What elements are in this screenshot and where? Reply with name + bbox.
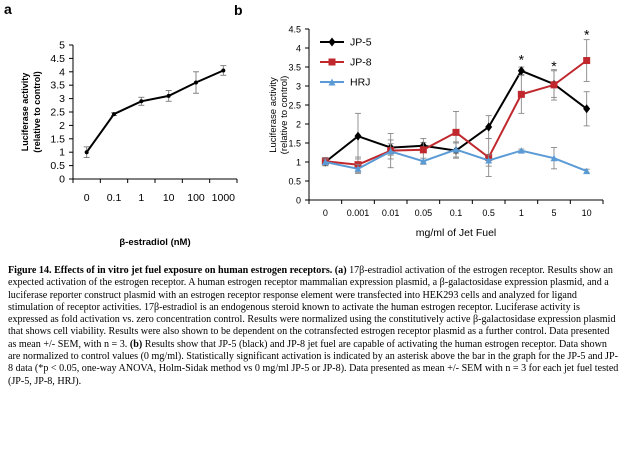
y-tick-label: 4 bbox=[59, 66, 65, 78]
x-tick-label: 1 bbox=[519, 208, 524, 218]
y-tick-label: 0 bbox=[59, 174, 65, 186]
data-point-HRJ bbox=[387, 147, 395, 155]
x-tick-label: 5 bbox=[551, 208, 556, 218]
caption-title: Figure 14. Effects of in vitro jet fuel … bbox=[8, 265, 347, 276]
y-tick-label: 1.5 bbox=[50, 133, 65, 145]
x-tick-label: 1 bbox=[138, 192, 144, 204]
data-point-JP-5 bbox=[517, 66, 525, 76]
data-point bbox=[166, 93, 171, 98]
y-tick-label: 5 bbox=[59, 40, 65, 52]
caption-b-label: (b) bbox=[127, 338, 143, 350]
significance-asterisk: * bbox=[551, 58, 557, 74]
data-point-HRJ bbox=[419, 157, 427, 165]
panel-label-a: a bbox=[4, 1, 12, 17]
legend-marker bbox=[328, 78, 336, 86]
y-tick-label: 3 bbox=[296, 82, 301, 92]
y-tick-label: 1 bbox=[59, 147, 65, 159]
data-point-HRJ bbox=[485, 156, 493, 164]
legend-label-HRJ: HRJ bbox=[350, 77, 370, 89]
legend-label-JP-5: JP-5 bbox=[350, 37, 372, 49]
legend-marker bbox=[328, 37, 336, 47]
significance-asterisk: * bbox=[519, 52, 525, 68]
y-axis-title: Luciferase activity bbox=[20, 73, 30, 152]
x-tick-label: 0.1 bbox=[450, 208, 463, 218]
data-point bbox=[221, 68, 226, 73]
data-point-HRJ bbox=[321, 158, 329, 165]
data-point bbox=[139, 99, 144, 104]
y-tick-label: 2.5 bbox=[50, 107, 65, 119]
data-point-JP-8 bbox=[452, 128, 460, 136]
x-tick-label: 10 bbox=[163, 192, 175, 204]
x-tick-label: 1000 bbox=[212, 192, 236, 204]
y-tick-label: 2 bbox=[59, 120, 65, 132]
y-axis-title: (relative to control) bbox=[279, 76, 290, 155]
figure-14-charts: a00.511.522.533.544.550 0.1 1 10 100 1000β-es… bbox=[4, 1, 604, 248]
y-tick-label: 0.5 bbox=[288, 177, 301, 187]
y-tick-label: 4 bbox=[296, 44, 301, 54]
y-tick-label: 3.5 bbox=[50, 80, 65, 92]
y-tick-label: 4.5 bbox=[50, 53, 65, 65]
caption-part-b: Results show that JP-5 (black) and JP-8 … bbox=[8, 338, 619, 387]
data-point-JP-8 bbox=[517, 90, 525, 98]
x-axis-title: mg/ml of Jet Fuel bbox=[416, 227, 497, 239]
caption-part-a: 17β-estradiol activation of the estrogen… bbox=[8, 265, 616, 350]
y-tick-label: 3.5 bbox=[288, 63, 301, 73]
legend-marker bbox=[328, 58, 336, 66]
data-point bbox=[112, 112, 116, 117]
series-line-β-estradiol bbox=[85, 69, 224, 153]
data-point-JP-8 bbox=[419, 146, 427, 154]
x-tick-label: 100 bbox=[187, 192, 205, 204]
data-point-JP-5 bbox=[485, 122, 493, 132]
y-tick-label: 0.5 bbox=[50, 160, 65, 172]
data-point-JP-5 bbox=[354, 131, 362, 141]
y-tick-label: 1.5 bbox=[288, 139, 301, 149]
y-tick-label: 2.5 bbox=[288, 101, 301, 111]
data-point-JP-8 bbox=[583, 57, 591, 65]
significance-asterisk: * bbox=[584, 27, 590, 43]
y-tick-label: 3 bbox=[59, 93, 65, 105]
y-tick-label: 4.5 bbox=[288, 25, 301, 35]
y-tick-label: 2 bbox=[296, 120, 301, 130]
data-point-HRJ bbox=[354, 165, 362, 172]
panel-label-b: b bbox=[234, 2, 243, 18]
data-point-HRJ bbox=[550, 154, 558, 162]
x-axis-title: β-estradiol (nM) bbox=[119, 237, 190, 248]
data-point-HRJ bbox=[517, 147, 525, 154]
data-point bbox=[84, 150, 89, 155]
x-tick-label: 10 bbox=[582, 208, 592, 218]
figure-caption: Figure 14. Effects of in vitro jet fuel … bbox=[8, 265, 620, 388]
x-tick-label: 0.5 bbox=[482, 208, 495, 218]
y-tick-label: 0 bbox=[296, 196, 301, 206]
x-tick-label: 0 bbox=[84, 192, 90, 204]
legend-label-JP-8: JP-8 bbox=[350, 57, 372, 69]
x-tick-label: 0.1 bbox=[107, 192, 122, 204]
data-point-HRJ bbox=[583, 167, 591, 175]
x-tick-label: 0 bbox=[323, 208, 328, 218]
data-point bbox=[194, 80, 198, 85]
data-point-HRJ bbox=[452, 145, 460, 153]
y-tick-label: 1 bbox=[296, 158, 301, 168]
data-point-JP-5 bbox=[583, 104, 591, 114]
y-axis-title: Luciferase activity bbox=[268, 77, 279, 153]
data-point-JP-8 bbox=[550, 81, 558, 89]
x-tick-label: 0.01 bbox=[382, 208, 400, 218]
x-tick-label: 0.05 bbox=[415, 208, 433, 218]
y-axis-title: (relative to control) bbox=[32, 71, 42, 153]
x-tick-label: 0.001 bbox=[347, 208, 370, 218]
